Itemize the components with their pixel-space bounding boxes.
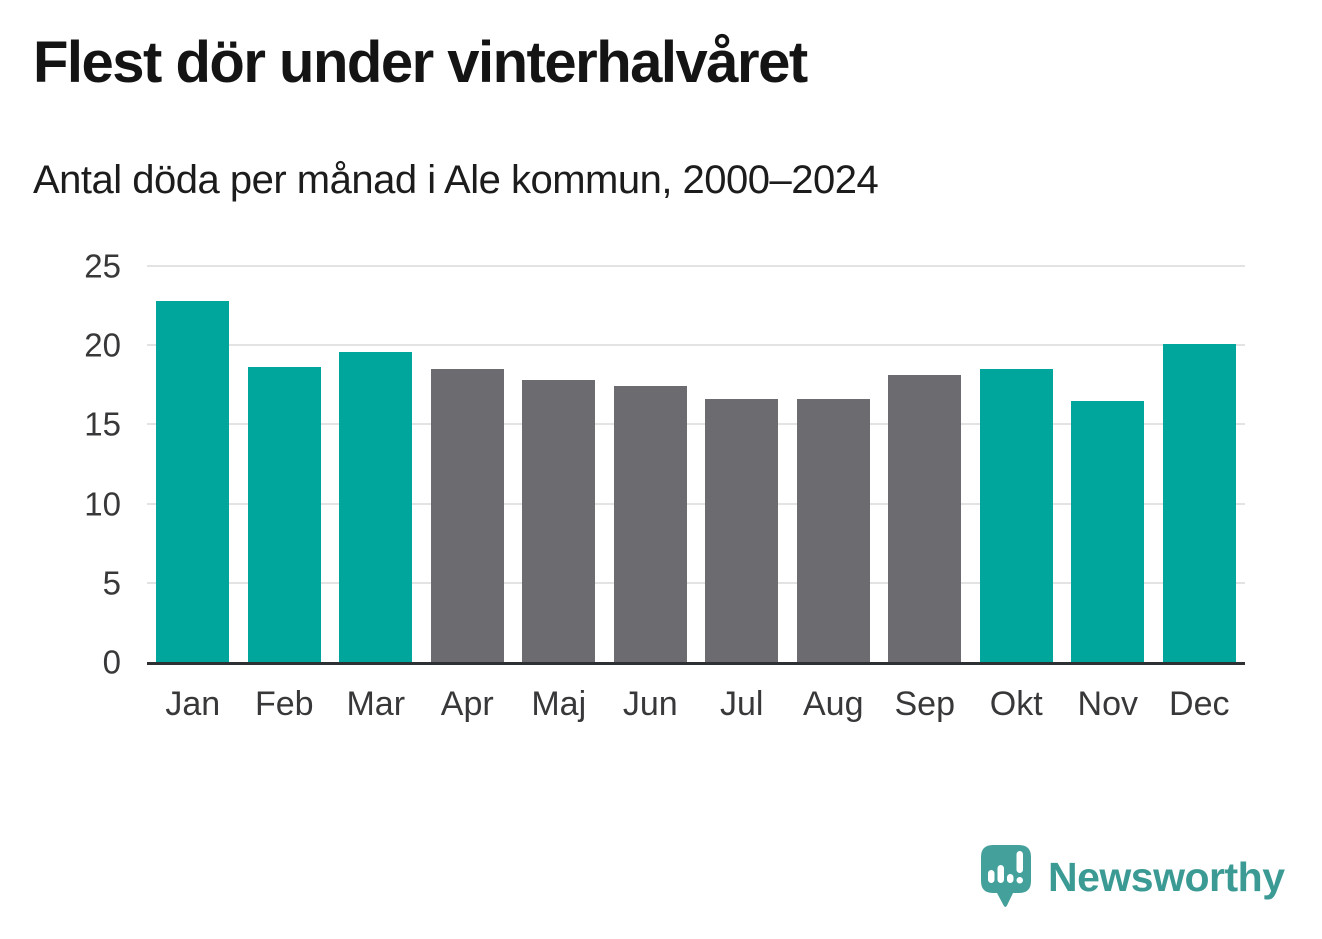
bar-nov <box>1071 400 1145 662</box>
bar-jun <box>613 386 687 662</box>
x-tick-label-apr: Apr <box>440 685 494 723</box>
gridline-5 <box>147 581 1245 584</box>
x-tick-label-feb: Feb <box>254 685 314 723</box>
bar-sep <box>888 375 962 662</box>
bar-slot-okt <box>971 266 1063 662</box>
x-tick-label-dec: Dec <box>1169 685 1230 723</box>
newsworthy-logo: Newsworthy <box>981 845 1285 909</box>
x-tick-label-jul: Jul <box>720 685 764 723</box>
plot-area: 0 5 10 15 20 25 <box>84 250 1245 679</box>
x-tick-label-jun: Jun <box>622 685 678 723</box>
bar-slot-maj <box>513 266 605 662</box>
bar-slot-jul <box>696 266 788 662</box>
chart-subtitle: Antal döda per månad i Ale kommun, 2000–… <box>33 158 879 202</box>
x-tick-label-okt: Okt <box>989 685 1043 723</box>
y-tick-label-10: 10 <box>84 485 121 523</box>
x-axis-labels: Jan Feb Mar Apr Maj Jun Jul Aug Sep Okt Nov Dec <box>147 685 1245 724</box>
bar-dec <box>1162 343 1236 662</box>
bar-mar <box>339 351 413 662</box>
bars <box>147 266 1245 662</box>
chart: 0 5 10 15 20 25 Jan Feb Mar Apr Maj Jun Jul Aug Sep Ok… <box>84 250 1245 724</box>
gridline-25 <box>147 265 1245 267</box>
x-tick-label-mar: Mar <box>346 685 406 723</box>
bar-slot-aug <box>788 266 880 662</box>
bar-apr <box>430 368 504 662</box>
y-tick-label-25: 25 <box>84 247 121 285</box>
x-tick-label-aug: Aug <box>803 685 864 723</box>
bar-feb <box>247 367 321 662</box>
bar-slot-apr <box>422 266 514 662</box>
bar-aug <box>796 399 870 662</box>
bar-slot-mar <box>330 266 422 662</box>
bar-okt <box>979 368 1053 662</box>
x-tick-label-sep: Sep <box>894 685 956 723</box>
bar-slot-sep <box>879 266 971 662</box>
bar-slot-nov <box>1062 266 1154 662</box>
chart-title: Flest dör under vinterhalvåret <box>33 30 808 95</box>
bar-slot-dec <box>1154 266 1246 662</box>
x-tick-label-jan: Jan <box>165 685 221 723</box>
bar-slot-jan <box>147 266 239 662</box>
y-tick-label-20: 20 <box>84 326 121 364</box>
bar-slot-jun <box>605 266 697 662</box>
bar-slot-feb <box>239 266 331 662</box>
x-tick-label-nov: Nov <box>1077 685 1138 723</box>
bar-jan <box>156 300 230 662</box>
y-tick-label-15: 15 <box>84 405 121 443</box>
gridline-20 <box>147 344 1245 347</box>
x-tick-label-maj: Maj <box>531 685 587 723</box>
newsworthy-logo-text: Newsworthy <box>1048 853 1285 900</box>
bar-jul <box>705 399 779 662</box>
newsworthy-logo-icon <box>981 845 1031 907</box>
bar-maj <box>522 380 596 662</box>
gridline-15 <box>147 423 1245 426</box>
y-tick-label-0: 0 <box>102 643 121 681</box>
y-tick-label-5: 5 <box>102 564 121 602</box>
gridline-10 <box>147 502 1245 505</box>
